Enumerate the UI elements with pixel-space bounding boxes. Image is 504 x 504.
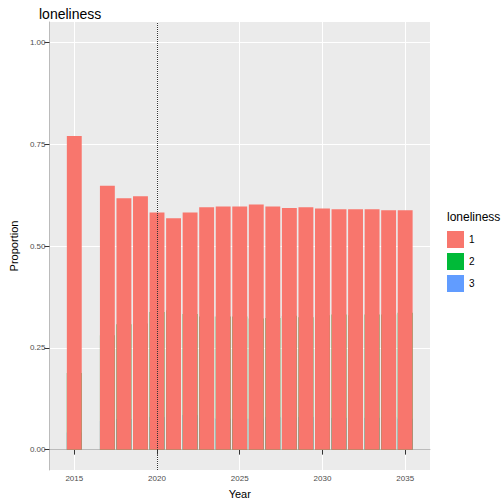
svg-text:0.25: 0.25: [30, 343, 46, 352]
svg-text:2015: 2015: [65, 474, 83, 483]
svg-text:0.50: 0.50: [30, 242, 46, 251]
svg-text:0.75: 0.75: [30, 140, 46, 149]
svg-text:Proportion: Proportion: [8, 221, 20, 272]
svg-text:2020: 2020: [148, 474, 166, 483]
svg-text:1.00: 1.00: [30, 38, 46, 47]
svg-text:3: 3: [469, 278, 475, 289]
svg-text:1: 1: [469, 234, 475, 245]
svg-text:Year: Year: [229, 488, 252, 500]
svg-text:loneliness: loneliness: [39, 6, 101, 22]
svg-text:2030: 2030: [314, 474, 332, 483]
svg-text:0.00: 0.00: [30, 445, 46, 454]
svg-text:2025: 2025: [231, 474, 249, 483]
svg-text:loneliness: loneliness: [447, 210, 500, 224]
svg-text:2: 2: [469, 256, 475, 267]
svg-text:2035: 2035: [396, 474, 414, 483]
